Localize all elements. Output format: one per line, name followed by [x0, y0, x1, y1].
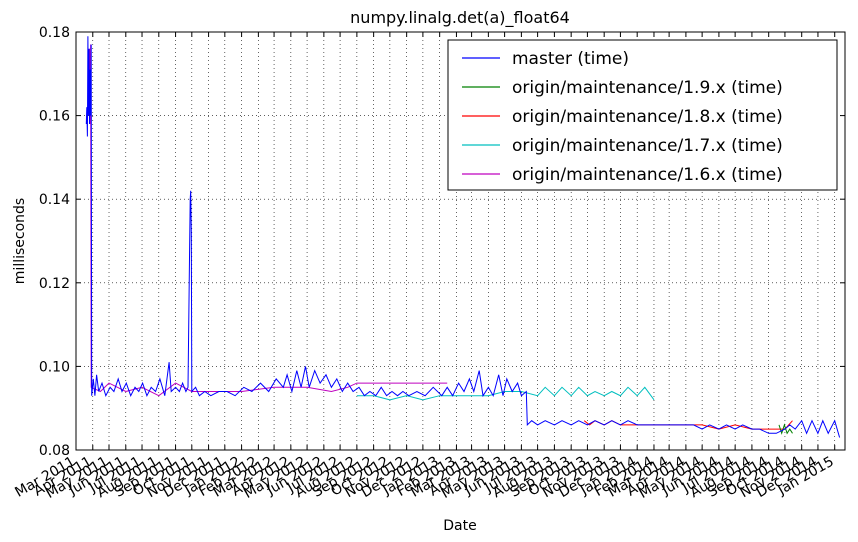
legend: master (time) origin/maintenance/1.9.x (t…: [447, 39, 838, 191]
y-tick-label: 0.10: [39, 359, 70, 375]
y-tick-label: 0.16: [39, 109, 70, 125]
legend-label: origin/maintenance/1.9.x (time): [512, 78, 783, 98]
y-tick-label: 0.14: [39, 192, 70, 208]
series-line: [85, 36, 841, 438]
x-axis-label: Date: [443, 518, 476, 534]
legend-label: master (time): [512, 49, 629, 69]
y-axis-label: milliseconds: [12, 198, 28, 284]
y-axis: 0.08 0.10 0.12 0.14 0.16 0.18: [39, 25, 845, 459]
y-tick-label: 0.08: [39, 443, 70, 459]
series-line: [88, 44, 448, 397]
series-line: [778, 423, 793, 435]
series-layer: [85, 36, 841, 438]
legend-label: origin/maintenance/1.7.x (time): [512, 136, 783, 156]
legend-label: origin/maintenance/1.6.x (time): [512, 165, 783, 185]
plot-area-frame: [75, 31, 846, 451]
chart-title: numpy.linalg.det(a)_float64: [350, 8, 570, 28]
legend-box: [447, 39, 838, 191]
series-line: [356, 386, 655, 401]
y-tick-label: 0.12: [39, 276, 70, 292]
legend-label: origin/maintenance/1.8.x (time): [512, 107, 783, 127]
gridlines: [75, 32, 845, 450]
y-tick-label: 0.18: [39, 25, 70, 41]
